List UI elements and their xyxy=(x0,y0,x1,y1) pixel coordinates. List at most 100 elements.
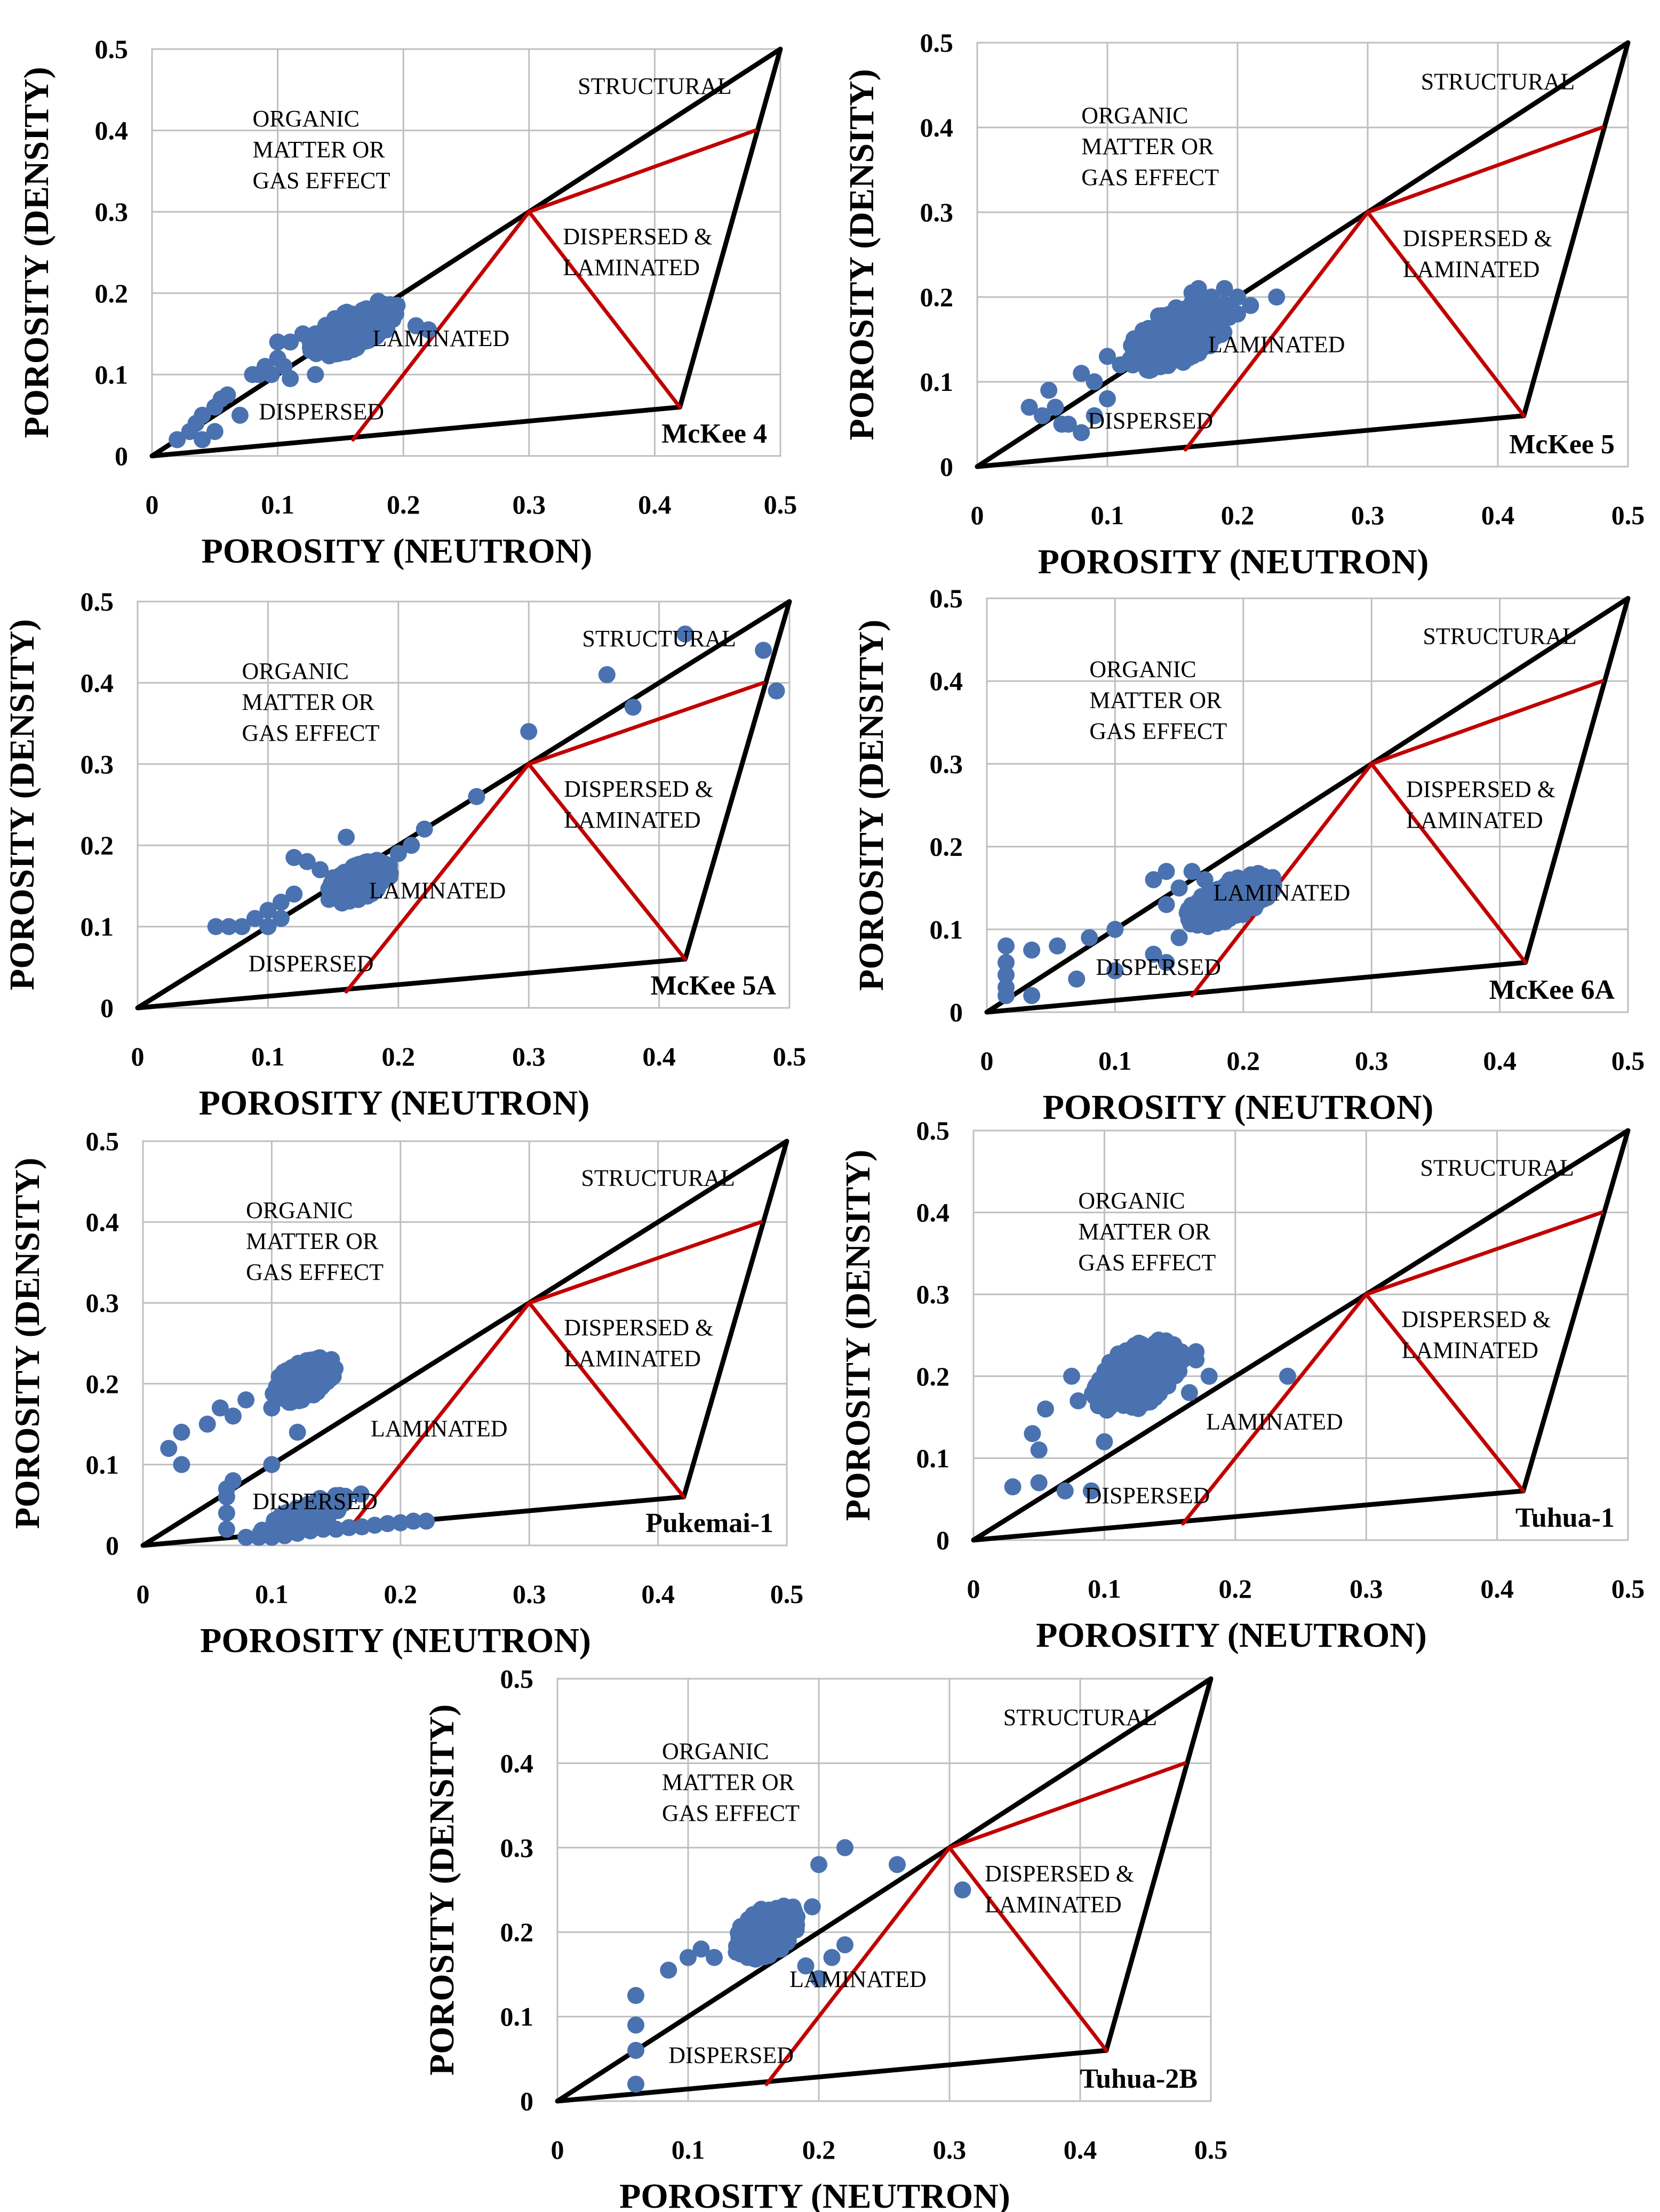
region-label-organic: GAS EFFECT xyxy=(242,720,380,746)
data-point xyxy=(352,1485,370,1503)
region-label-structural: STRUCTURAL xyxy=(1423,623,1576,649)
x-tick-label: 0.3 xyxy=(513,490,546,519)
data-point xyxy=(1023,941,1041,959)
data-point xyxy=(1030,1474,1048,1492)
region-label-organic: GAS EFFECT xyxy=(246,1259,384,1285)
data-point xyxy=(1244,890,1262,908)
y-tick-label: 0.3 xyxy=(930,749,963,779)
data-point xyxy=(1183,863,1201,880)
plot-frame xyxy=(972,1129,1629,1541)
x-tick-label: 0.1 xyxy=(1091,500,1124,530)
well-name: McKee 5 xyxy=(1509,429,1615,460)
data-point xyxy=(627,1987,644,2004)
data-point xyxy=(219,386,236,404)
data-point xyxy=(1170,929,1188,947)
data-point xyxy=(1099,390,1116,407)
x-tick-label: 0.1 xyxy=(251,1041,285,1071)
data-point xyxy=(388,296,406,314)
x-tick-label: 0.2 xyxy=(802,2135,836,2165)
model-line xyxy=(947,1846,1108,2053)
data-point xyxy=(1086,373,1103,390)
region-label-laminated: LAMINATED xyxy=(371,1415,508,1441)
data-point xyxy=(1158,863,1175,880)
x-tick-label: 0.1 xyxy=(1088,1574,1121,1604)
data-point xyxy=(1047,398,1064,416)
region-label-structural: STRUCTURAL xyxy=(1420,1155,1574,1181)
data-point xyxy=(220,918,238,935)
region-label-dispersed_laminated: DISPERSED & xyxy=(564,1315,713,1341)
data-point xyxy=(1134,1375,1152,1392)
y-tick-label: 0.3 xyxy=(500,1833,534,1863)
y-tick-label: 0 xyxy=(949,997,963,1027)
plot-frame xyxy=(556,1678,1212,2102)
x-axis-label: POROSITY (NEUTRON) xyxy=(200,1621,591,1660)
y-tick-label: 0.5 xyxy=(500,1664,534,1694)
data-point xyxy=(1068,970,1086,988)
region-label-dispersed: DISPERSED xyxy=(252,1488,378,1514)
region-label-organic: ORGANIC xyxy=(242,658,349,684)
data-point xyxy=(324,1492,341,1509)
region-label-organic: MATTER OR xyxy=(1078,1219,1211,1245)
data-point xyxy=(1140,1349,1158,1367)
data-point xyxy=(706,1949,723,1966)
data-point xyxy=(624,699,642,716)
data-point xyxy=(263,1399,281,1417)
data-point xyxy=(836,1839,853,1856)
region-label-organic: ORGANIC xyxy=(246,1197,353,1223)
y-tick-label: 0.5 xyxy=(916,1116,950,1145)
x-tick-label: 0.4 xyxy=(642,1041,676,1071)
data-point xyxy=(810,1970,827,1987)
data-point xyxy=(1163,332,1181,349)
data-point xyxy=(346,310,363,328)
x-tick-label: 0.3 xyxy=(1351,500,1385,530)
data-point xyxy=(218,1504,235,1522)
x-tick-label: 0.4 xyxy=(1480,1574,1514,1604)
y-tick-label: 0 xyxy=(520,2086,533,2116)
data-point xyxy=(797,1957,815,1975)
region-label-dispersed_laminated: LAMINATED xyxy=(1403,257,1540,283)
region-label-organic: GAS EFFECT xyxy=(252,167,390,194)
data-point xyxy=(272,893,290,911)
region-label-dispersed_laminated: LAMINATED xyxy=(563,254,700,280)
data-point xyxy=(468,788,485,805)
data-point xyxy=(298,853,316,870)
well-name: Tuhua-2B xyxy=(1080,2064,1198,2094)
region-label-dispersed_laminated: DISPERSED & xyxy=(1403,226,1552,252)
data-point xyxy=(1086,407,1103,424)
data-point xyxy=(378,320,396,338)
y-tick-label: 0.5 xyxy=(95,34,129,64)
region-label-laminated: LAMINATED xyxy=(1206,1409,1343,1435)
y-tick-label: 0.4 xyxy=(86,1207,119,1237)
data-point xyxy=(285,849,303,867)
region-label-dispersed_laminated: LAMINATED xyxy=(564,807,701,833)
x-tick-label: 0 xyxy=(146,490,159,519)
data-point xyxy=(1229,305,1246,323)
y-tick-label: 0.2 xyxy=(920,282,954,312)
data-point xyxy=(353,1518,371,1536)
region-label-organic: ORGANIC xyxy=(1078,1188,1185,1214)
region-label-organic: MATTER OR xyxy=(662,1769,795,1795)
region-label-organic: ORGANIC xyxy=(1081,102,1188,129)
y-tick-label: 0.1 xyxy=(86,1449,119,1479)
y-tick-label: 0.2 xyxy=(930,832,963,862)
data-point xyxy=(363,314,380,331)
model-boundary xyxy=(971,1128,1631,1543)
region-label-dispersed_laminated: DISPERSED & xyxy=(985,1861,1134,1887)
data-point xyxy=(1034,407,1051,424)
data-point xyxy=(250,1528,268,1546)
data-point xyxy=(1040,381,1058,399)
data-point xyxy=(785,1913,803,1930)
data-point xyxy=(1082,1482,1100,1500)
data-point xyxy=(206,423,224,440)
y-tick-label: 0.1 xyxy=(930,915,963,944)
y-tick-label: 0.2 xyxy=(95,278,129,308)
data-point xyxy=(301,1522,319,1540)
model-line xyxy=(527,129,757,214)
y-tick-label: 0.5 xyxy=(81,587,114,616)
well-name: McKee 4 xyxy=(661,419,767,449)
data-point xyxy=(680,1949,697,1966)
chart-5: 0 0.1 0.2 0.3 0.4 0.5 0 0.1 0.2 0.3 0.4 0.5 POROSITY… xyxy=(8,1126,803,1660)
data-point xyxy=(744,1906,762,1924)
data-point xyxy=(1203,288,1220,306)
model-line xyxy=(526,680,765,766)
